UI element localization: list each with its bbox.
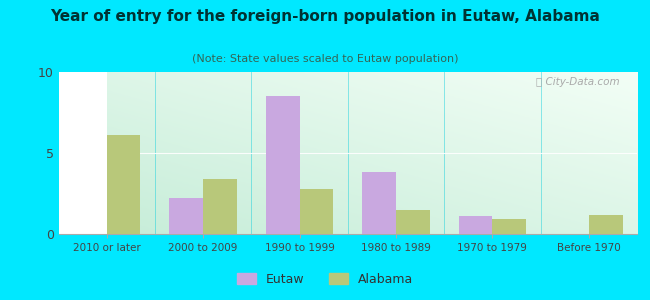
- Bar: [203, 179, 237, 234]
- Bar: [362, 172, 396, 234]
- Bar: [170, 198, 203, 234]
- Text: Year of entry for the foreign-born population in Eutaw, Alabama: Year of entry for the foreign-born popul…: [50, 9, 600, 24]
- Bar: [493, 219, 526, 234]
- Bar: [300, 189, 333, 234]
- Bar: [396, 210, 430, 234]
- Text: Ⓜ City-Data.com: Ⓜ City-Data.com: [536, 77, 619, 87]
- Text: (Note: State values scaled to Eutaw population): (Note: State values scaled to Eutaw popu…: [192, 54, 458, 64]
- Bar: [107, 135, 140, 234]
- Bar: [266, 96, 300, 234]
- Legend: Eutaw, Alabama: Eutaw, Alabama: [232, 268, 418, 291]
- Bar: [589, 214, 623, 234]
- Bar: [459, 216, 493, 234]
